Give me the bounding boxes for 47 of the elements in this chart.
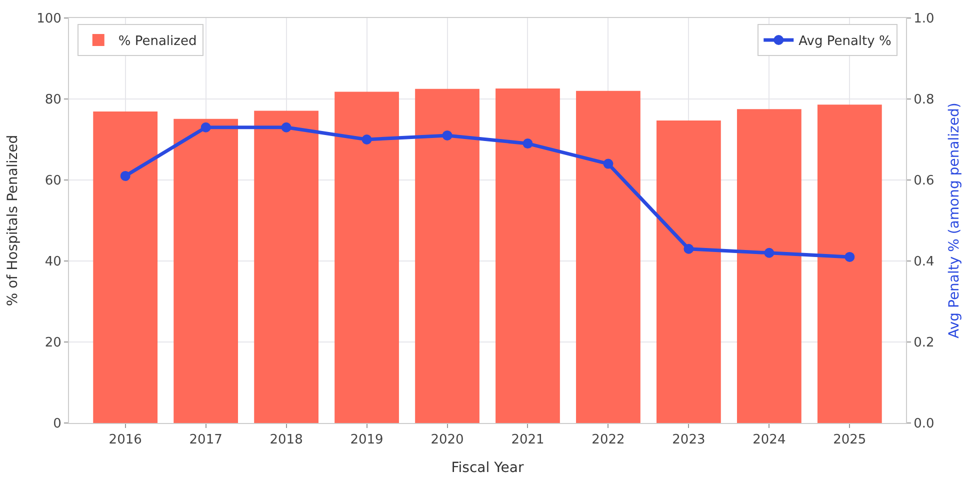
y2-tick-label: 0.0 bbox=[914, 416, 934, 432]
point bbox=[200, 122, 211, 132]
y2-tick-label: 0.4 bbox=[914, 254, 934, 270]
legend-label: % Penalized bbox=[118, 34, 197, 50]
x-tick-label: 2025 bbox=[833, 432, 866, 448]
bar bbox=[174, 118, 238, 423]
bar bbox=[496, 88, 560, 423]
x-tick-label: 2021 bbox=[511, 432, 544, 448]
x-tick-label: 2018 bbox=[270, 432, 303, 448]
y2-tick-label: 0.2 bbox=[914, 336, 934, 351]
x-tick-label: 2019 bbox=[350, 432, 384, 448]
bar bbox=[656, 120, 721, 423]
x-tick-label: 2016 bbox=[108, 432, 142, 448]
bar bbox=[93, 112, 158, 423]
x-tick-label: 2022 bbox=[592, 432, 625, 448]
point bbox=[844, 252, 855, 262]
y2-tick-label: 0.6 bbox=[914, 174, 934, 189]
legend-label: Avg Penalty % bbox=[798, 34, 892, 50]
bar bbox=[415, 88, 480, 423]
y2-tick-label: 1.0 bbox=[914, 12, 934, 27]
bar bbox=[254, 110, 318, 423]
point bbox=[684, 244, 694, 254]
point bbox=[281, 122, 292, 132]
point bbox=[442, 130, 452, 140]
y-tick-label: 100 bbox=[36, 12, 62, 27]
y2-tick-label: 0.8 bbox=[914, 92, 934, 108]
y-tick-label: 60 bbox=[44, 174, 62, 189]
x-tick-label: 2023 bbox=[672, 432, 706, 448]
y-tick-label: 40 bbox=[44, 254, 62, 270]
point bbox=[603, 158, 614, 169]
y-tick-label: 20 bbox=[44, 336, 62, 351]
bar bbox=[817, 104, 882, 423]
bar bbox=[576, 90, 640, 423]
y-tick-label: 80 bbox=[44, 92, 62, 108]
x-tick-label: 2024 bbox=[752, 432, 786, 448]
x-tick-label: 2017 bbox=[189, 432, 222, 448]
x-tick-label: 2020 bbox=[430, 432, 464, 448]
point bbox=[764, 248, 774, 258]
point bbox=[522, 138, 533, 149]
point bbox=[120, 170, 130, 181]
y-axis-title: % of Hospitals Penalized bbox=[5, 134, 22, 306]
x-axis-title: Fiscal Year bbox=[451, 460, 524, 476]
point bbox=[362, 134, 372, 144]
bar bbox=[736, 109, 802, 423]
y2-axis-title: Avg Penalty % (among penalized) bbox=[946, 102, 963, 338]
y-tick-label: 0 bbox=[53, 416, 62, 432]
bar bbox=[334, 92, 399, 423]
